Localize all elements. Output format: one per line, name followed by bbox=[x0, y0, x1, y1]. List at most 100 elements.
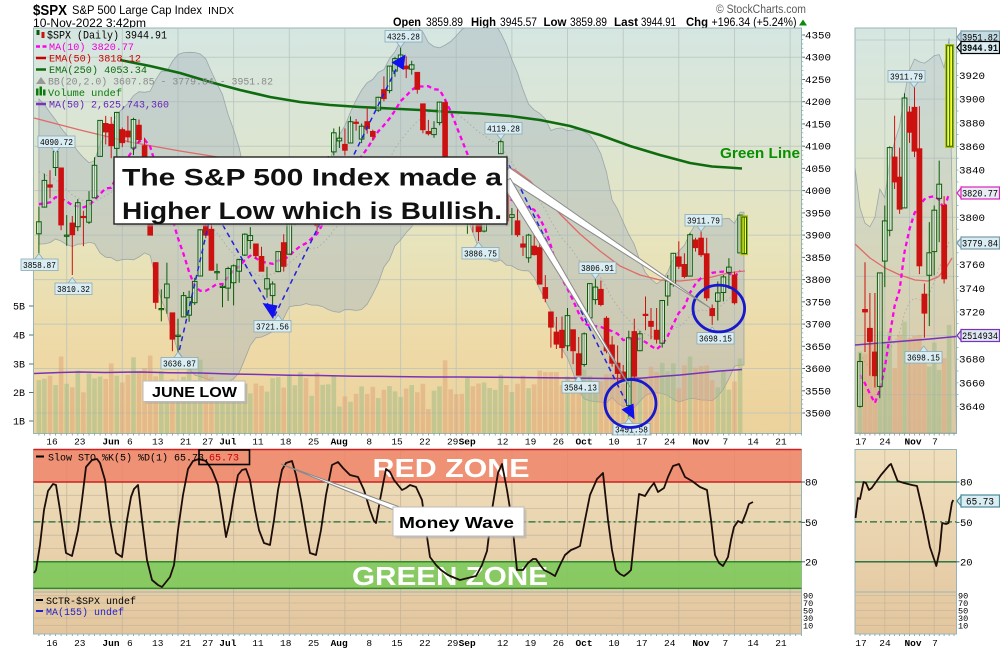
svg-text:3660: 3660 bbox=[959, 378, 985, 390]
svg-text:3640: 3640 bbox=[959, 402, 985, 414]
svg-text:Oct: Oct bbox=[575, 437, 592, 448]
svg-text:3800: 3800 bbox=[959, 213, 985, 225]
svg-text:RED ZONE: RED ZONE bbox=[373, 453, 530, 483]
svg-text:2B: 2B bbox=[13, 389, 25, 400]
svg-text:4000: 4000 bbox=[805, 186, 831, 198]
svg-text:Last: Last bbox=[614, 15, 638, 29]
svg-text:50: 50 bbox=[805, 518, 818, 530]
svg-text:3944.91: 3944.91 bbox=[962, 43, 998, 54]
svg-text:Money Wave: Money Wave bbox=[399, 515, 514, 532]
svg-text:7: 7 bbox=[723, 638, 729, 649]
svg-text:Volume undef: Volume undef bbox=[48, 88, 122, 100]
svg-text:65.73: 65.73 bbox=[209, 454, 239, 465]
svg-text:© StockCharts.com: © StockCharts.com bbox=[716, 4, 806, 16]
svg-text:22: 22 bbox=[419, 437, 431, 448]
svg-text:Jul: Jul bbox=[219, 437, 236, 448]
svg-text:Sep: Sep bbox=[459, 638, 476, 649]
svg-text:Aug: Aug bbox=[331, 437, 348, 448]
svg-text:6: 6 bbox=[127, 437, 133, 448]
svg-text:MA(10) 3820.77: MA(10) 3820.77 bbox=[49, 42, 134, 54]
svg-text:3860: 3860 bbox=[959, 142, 985, 154]
svg-text:30: 30 bbox=[958, 614, 968, 624]
svg-text:MA(155) undef: MA(155) undef bbox=[46, 607, 124, 619]
svg-text:BB(20,2.0) 3607.85 - 3779.84 -: BB(20,2.0) 3607.85 - 3779.84 - 3951.82 bbox=[48, 77, 273, 89]
svg-text:4B: 4B bbox=[13, 332, 25, 343]
svg-text:Green Line: Green Line bbox=[720, 145, 800, 162]
svg-text:24: 24 bbox=[664, 638, 676, 649]
svg-text:3600: 3600 bbox=[805, 364, 831, 376]
svg-text:20: 20 bbox=[960, 557, 973, 569]
svg-text:27: 27 bbox=[202, 437, 213, 448]
svg-text:3840: 3840 bbox=[959, 166, 985, 178]
svg-text:22: 22 bbox=[419, 638, 431, 649]
svg-text:18: 18 bbox=[280, 437, 292, 448]
svg-text:S&P 500 Large Cap Index: S&P 500 Large Cap Index bbox=[72, 3, 202, 17]
svg-text:4300: 4300 bbox=[805, 53, 831, 65]
svg-text:13: 13 bbox=[152, 437, 164, 448]
svg-text:23: 23 bbox=[74, 638, 86, 649]
svg-text:4200: 4200 bbox=[805, 97, 831, 109]
svg-text:50: 50 bbox=[803, 607, 813, 617]
svg-text:Higher Low which is Bullish.: Higher Low which is Bullish. bbox=[122, 198, 502, 225]
svg-text:3680: 3680 bbox=[959, 355, 985, 367]
svg-text:8: 8 bbox=[366, 437, 372, 448]
svg-text:70: 70 bbox=[803, 599, 813, 609]
svg-text:Open: Open bbox=[393, 15, 421, 29]
svg-text:27: 27 bbox=[202, 638, 213, 649]
svg-text:Nov: Nov bbox=[904, 638, 921, 649]
svg-text:3800: 3800 bbox=[805, 275, 831, 287]
svg-text:10: 10 bbox=[803, 622, 813, 632]
svg-text:4100: 4100 bbox=[805, 142, 831, 154]
svg-text:3859.89: 3859.89 bbox=[570, 17, 607, 29]
svg-text:3911.79: 3911.79 bbox=[687, 215, 720, 226]
svg-text:90: 90 bbox=[958, 592, 968, 602]
svg-text:Nov: Nov bbox=[692, 437, 709, 448]
svg-text:JUNE LOW: JUNE LOW bbox=[152, 385, 237, 401]
svg-text:3720: 3720 bbox=[959, 307, 985, 319]
svg-text:13: 13 bbox=[152, 638, 164, 649]
svg-text:INDX: INDX bbox=[208, 5, 234, 17]
svg-text:29: 29 bbox=[447, 437, 459, 448]
svg-text:$SPX (Daily) 3944.91: $SPX (Daily) 3944.91 bbox=[47, 31, 167, 43]
svg-text:21: 21 bbox=[180, 437, 192, 448]
svg-text:Jul: Jul bbox=[219, 638, 236, 649]
svg-text:3911.79: 3911.79 bbox=[890, 71, 923, 82]
svg-text:5B: 5B bbox=[13, 303, 25, 314]
svg-text:Sep: Sep bbox=[459, 437, 476, 448]
svg-text:17: 17 bbox=[855, 437, 866, 448]
svg-text:3636.87: 3636.87 bbox=[163, 358, 196, 369]
svg-text:EMA(50) 3818.12: EMA(50) 3818.12 bbox=[49, 54, 141, 66]
svg-text:10: 10 bbox=[608, 638, 620, 649]
svg-text:Jun: Jun bbox=[102, 437, 119, 448]
svg-text:4119.28: 4119.28 bbox=[487, 123, 520, 134]
svg-text:21: 21 bbox=[180, 638, 192, 649]
svg-text:3721.56: 3721.56 bbox=[256, 321, 289, 332]
svg-text:25: 25 bbox=[308, 437, 320, 448]
svg-text:3858.87: 3858.87 bbox=[23, 260, 56, 271]
svg-text:30: 30 bbox=[803, 614, 813, 624]
svg-text:26: 26 bbox=[553, 437, 565, 448]
svg-text:3886.75: 3886.75 bbox=[464, 248, 497, 259]
svg-text:11: 11 bbox=[252, 638, 264, 649]
svg-text:Jun: Jun bbox=[102, 638, 119, 649]
svg-text:3951.82: 3951.82 bbox=[962, 33, 998, 44]
svg-text:4050: 4050 bbox=[805, 164, 831, 176]
svg-text:19: 19 bbox=[525, 437, 537, 448]
svg-text:10: 10 bbox=[958, 622, 968, 632]
svg-text:7: 7 bbox=[932, 638, 938, 649]
svg-text:$SPX: $SPX bbox=[33, 2, 67, 19]
svg-text:3950: 3950 bbox=[805, 208, 831, 220]
svg-text:3900: 3900 bbox=[805, 231, 831, 243]
svg-text:3810.32: 3810.32 bbox=[57, 284, 90, 295]
svg-text:65.73: 65.73 bbox=[966, 497, 994, 508]
svg-text:20: 20 bbox=[805, 557, 818, 569]
svg-text:1B: 1B bbox=[13, 418, 25, 429]
svg-text:11: 11 bbox=[252, 437, 264, 448]
svg-text:14: 14 bbox=[747, 638, 759, 649]
svg-text:24: 24 bbox=[879, 437, 891, 448]
svg-text:26: 26 bbox=[553, 638, 565, 649]
svg-text:6: 6 bbox=[127, 638, 133, 649]
svg-text:3944.91: 3944.91 bbox=[641, 17, 676, 29]
svg-text:3920: 3920 bbox=[959, 71, 985, 83]
svg-text:MA(50) 2,625,743,360: MA(50) 2,625,743,360 bbox=[49, 100, 169, 112]
